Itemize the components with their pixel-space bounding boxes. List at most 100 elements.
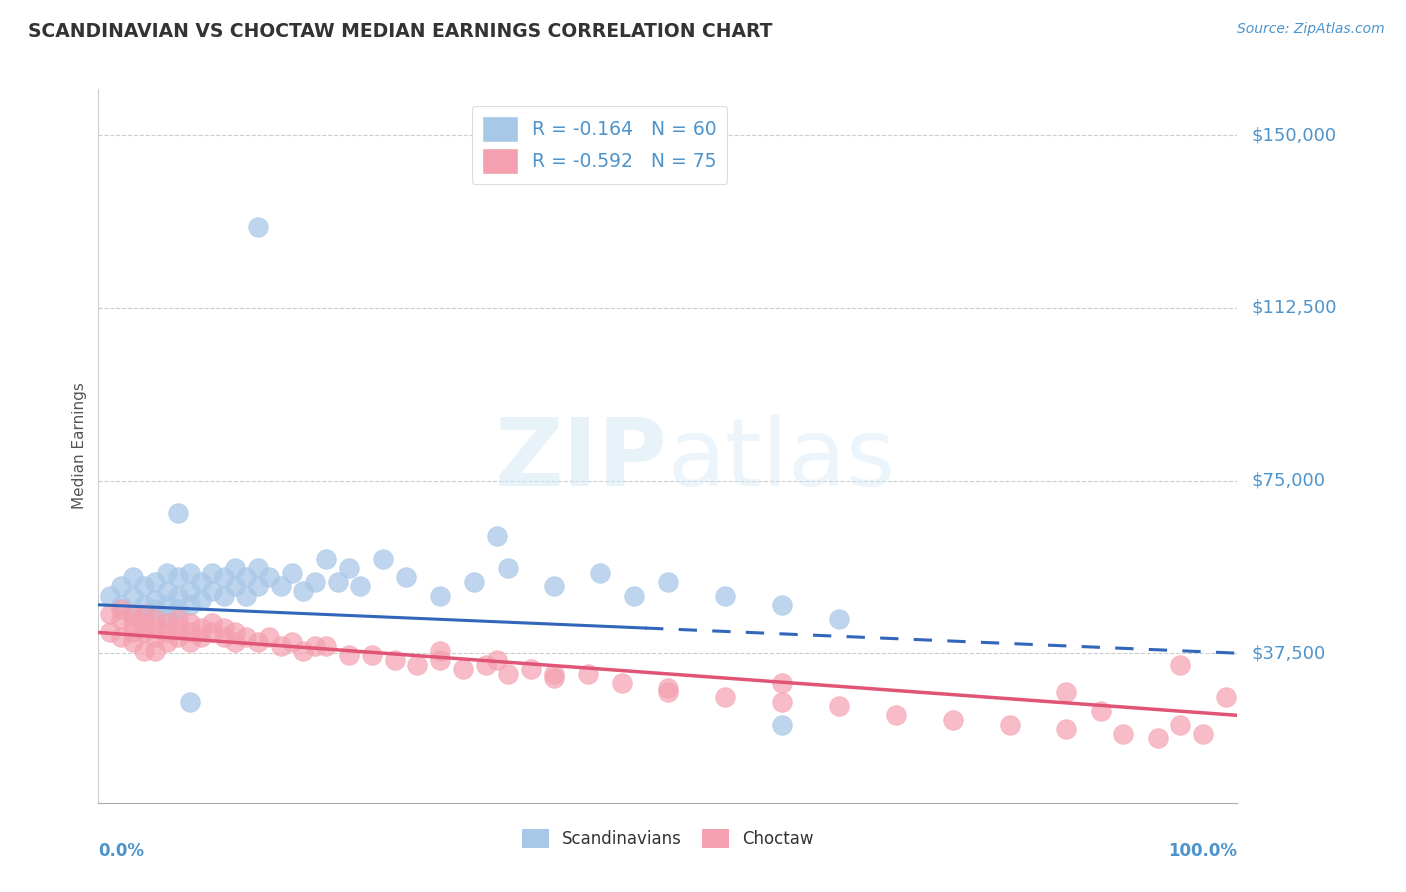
Point: [121, 625, 143, 640]
Point: [145, 574, 167, 589]
Point: [121, 607, 143, 621]
Point: [543, 672, 565, 686]
Text: atlas: atlas: [668, 414, 896, 507]
Point: [246, 220, 269, 235]
Point: [588, 566, 610, 580]
Point: [360, 648, 382, 663]
Point: [212, 589, 235, 603]
Point: [714, 690, 737, 704]
Point: [145, 612, 167, 626]
Legend: Scandinavians, Choctaw: Scandinavians, Choctaw: [516, 822, 820, 855]
Point: [145, 602, 167, 616]
Point: [429, 644, 451, 658]
Point: [1215, 690, 1237, 704]
Point: [371, 551, 394, 566]
Point: [190, 621, 212, 635]
Point: [429, 589, 451, 603]
Point: [315, 640, 337, 654]
Point: [156, 612, 179, 626]
Point: [235, 630, 257, 644]
Point: [132, 625, 155, 640]
Point: [145, 593, 167, 607]
Point: [292, 644, 315, 658]
Point: [259, 570, 281, 584]
Point: [259, 630, 281, 644]
Point: [132, 644, 155, 658]
Text: ZIP: ZIP: [495, 414, 668, 507]
Point: [315, 551, 337, 566]
Point: [498, 561, 520, 575]
Point: [474, 657, 496, 672]
Point: [337, 648, 360, 663]
Point: [657, 685, 679, 699]
Point: [657, 574, 679, 589]
Point: [576, 666, 599, 681]
Point: [179, 598, 201, 612]
Point: [201, 566, 224, 580]
Point: [304, 640, 326, 654]
Text: 0.0%: 0.0%: [98, 842, 145, 860]
Point: [246, 561, 269, 575]
Point: [486, 529, 509, 543]
Point: [110, 602, 132, 616]
Point: [770, 717, 793, 731]
Point: [463, 574, 485, 589]
Point: [998, 717, 1021, 731]
Point: [942, 713, 965, 727]
Point: [304, 574, 326, 589]
Text: $75,000: $75,000: [1251, 472, 1326, 490]
Point: [486, 653, 509, 667]
Point: [623, 589, 645, 603]
Point: [145, 621, 167, 635]
Point: [179, 584, 201, 599]
Point: [270, 579, 292, 593]
Point: [612, 676, 634, 690]
Point: [520, 662, 543, 676]
Point: [98, 589, 121, 603]
Point: [224, 561, 246, 575]
Point: [121, 616, 143, 631]
Point: [714, 589, 737, 603]
Point: [235, 589, 257, 603]
Point: [498, 666, 520, 681]
Point: [132, 616, 155, 631]
Point: [246, 579, 269, 593]
Point: [110, 579, 132, 593]
Point: [451, 662, 474, 676]
Text: Source: ZipAtlas.com: Source: ZipAtlas.com: [1237, 22, 1385, 37]
Point: [770, 694, 793, 708]
Point: [201, 625, 224, 640]
Point: [212, 621, 235, 635]
Point: [121, 570, 143, 584]
Point: [190, 593, 212, 607]
Point: [167, 506, 190, 520]
Point: [190, 574, 212, 589]
Point: [121, 589, 143, 603]
Point: [167, 621, 190, 635]
Point: [1192, 727, 1215, 741]
Point: [292, 584, 315, 599]
Point: [326, 574, 349, 589]
Point: [770, 598, 793, 612]
Point: [179, 694, 201, 708]
Point: [201, 584, 224, 599]
Point: [212, 630, 235, 644]
Point: [1112, 727, 1135, 741]
Point: [132, 579, 155, 593]
Point: [156, 598, 179, 612]
Point: [224, 625, 246, 640]
Point: [337, 561, 360, 575]
Point: [132, 616, 155, 631]
Point: [179, 566, 201, 580]
Point: [156, 584, 179, 599]
Point: [395, 570, 418, 584]
Point: [349, 579, 371, 593]
Point: [1170, 657, 1192, 672]
Point: [828, 699, 851, 714]
Point: [543, 579, 565, 593]
Text: 100.0%: 100.0%: [1168, 842, 1237, 860]
Point: [270, 640, 292, 654]
Point: [132, 598, 155, 612]
Point: [98, 607, 121, 621]
Point: [281, 566, 304, 580]
